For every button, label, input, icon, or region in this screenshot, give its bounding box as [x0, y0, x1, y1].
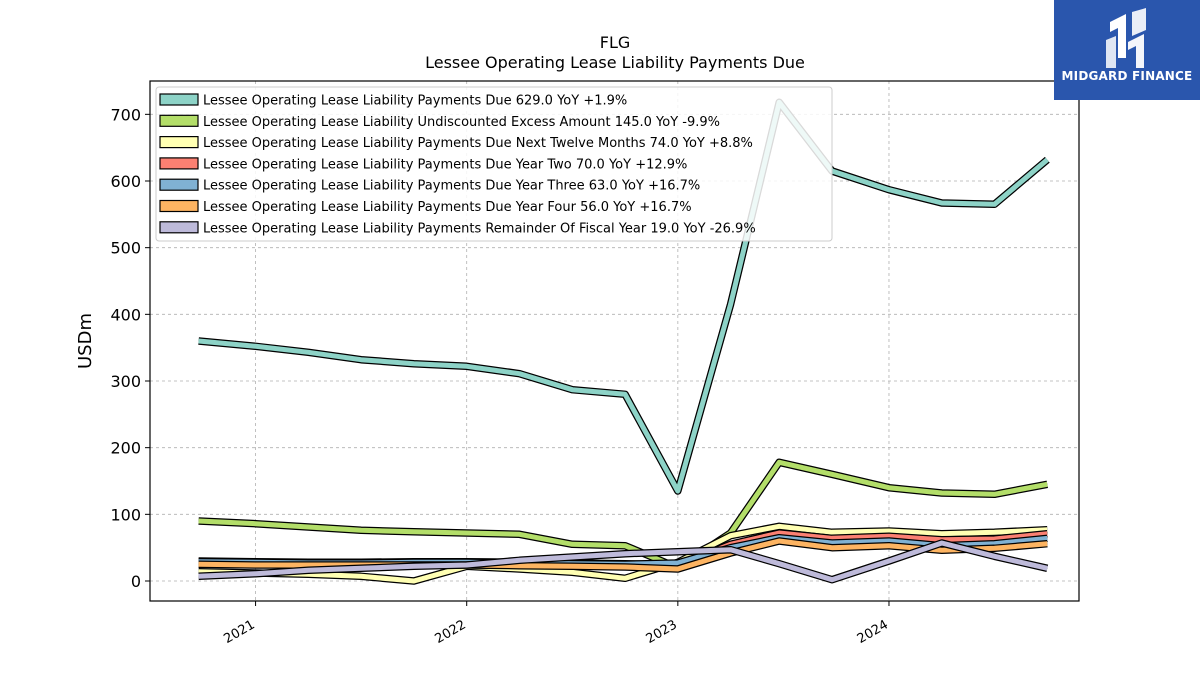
x-axis-ticks: 2021 2022 2023 2024 [221, 601, 891, 647]
logo-text: MIDGARD FINANCE [1061, 69, 1193, 83]
y-tick-label: 0 [131, 572, 141, 591]
y-axis-ticks: 0 100 200 300 400 500 600 700 [110, 105, 150, 591]
series-lines [198, 98, 1050, 585]
legend-entry-1: Lessee Operating Lease Liability Undisco… [203, 115, 720, 130]
y-tick-label: 500 [110, 239, 141, 258]
legend-box [155, 86, 833, 242]
x-tick-label: 2024 [855, 617, 891, 647]
legend-swatch-2 [159, 136, 199, 149]
y-tick-label: 200 [110, 439, 141, 458]
legend-entry-4: Lessee Operating Lease Liability Payment… [203, 179, 700, 194]
legend-entry-5: Lessee Operating Lease Liability Payment… [203, 200, 692, 215]
y-tick-label: 300 [110, 372, 141, 391]
series-line-6 [198, 540, 1048, 583]
legend-entry-0: Lessee Operating Lease Liability Payment… [203, 94, 627, 109]
x-tick-label: 2021 [221, 617, 257, 647]
x-tick-label: 2022 [433, 617, 469, 647]
y-tick-label: 400 [110, 305, 141, 324]
series-line-2 [198, 523, 1048, 584]
legend-swatch-3 [159, 157, 199, 170]
chart-subtitle: Lessee Operating Lease Liability Payment… [425, 53, 805, 72]
y-tick-label: 600 [110, 172, 141, 191]
x-tick-label: 2023 [644, 617, 680, 647]
plot-frame [149, 80, 1080, 602]
y-tick-label: 700 [110, 105, 141, 124]
chart-title: FLG [600, 33, 631, 52]
legend-swatch-0 [159, 93, 199, 106]
legend-swatch-6 [159, 221, 199, 234]
legend-swatch-1 [159, 114, 199, 127]
legend-swatch-5 [159, 199, 199, 213]
y-axis-label: USDm [75, 313, 96, 369]
midgard-logo: MIDGARD FINANCE [1054, 0, 1200, 100]
legend-entry-3: Lessee Operating Lease Liability Payment… [203, 157, 687, 172]
legend: Lessee Operating Lease Liability Payment… [155, 86, 833, 242]
legend-entry-2: Lessee Operating Lease Liability Payment… [203, 136, 753, 151]
series-line-1 [198, 459, 1048, 571]
y-tick-label: 100 [110, 505, 141, 524]
midgard-logo-icon [1106, 8, 1146, 68]
legend-entry-6: Lessee Operating Lease Liability Payment… [203, 221, 756, 236]
legend-swatch-4 [159, 178, 199, 191]
series-line-0 [198, 99, 1049, 494]
series-line-5 [198, 538, 1048, 572]
